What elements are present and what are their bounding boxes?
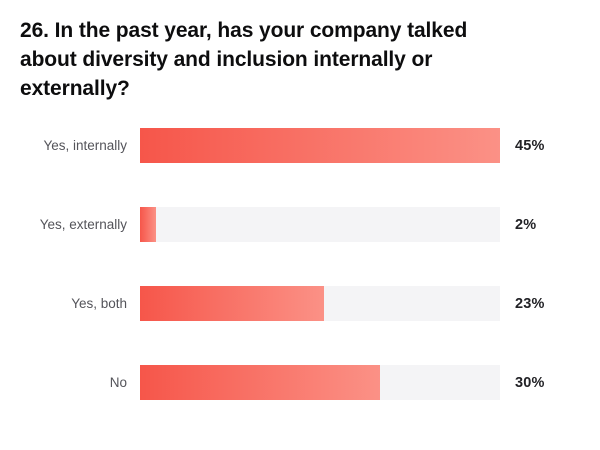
bar-chart: Yes, internally 45% Yes, externally 2% Y…: [0, 106, 600, 422]
chart-title-line-1: 26. In the past year, has your company t…: [20, 19, 468, 42]
bar-fill: [140, 365, 380, 400]
chart-title-line-2: about diversity and inclusion internally…: [20, 48, 433, 71]
value-label: 2%: [515, 216, 537, 233]
bar-track: [140, 128, 500, 163]
survey-chart-page: 26. In the past year, has your company t…: [0, 16, 600, 450]
category-label: No: [109, 375, 127, 390]
bar-fill: [140, 207, 156, 242]
bar-row-yes-both: Yes, both 23%: [0, 264, 600, 343]
bar-fill: [140, 286, 324, 321]
bar-track: [140, 207, 500, 242]
category-label: Yes, externally: [39, 217, 127, 232]
chart-title: 26. In the past year, has your company t…: [20, 16, 580, 103]
category-label: Yes, internally: [43, 138, 127, 153]
bar-row-yes-externally: Yes, externally 2%: [0, 185, 600, 264]
bar-track: [140, 286, 500, 321]
value-label: 23%: [515, 295, 545, 312]
bar-row-yes-internally: Yes, internally 45%: [0, 106, 600, 185]
category-label: Yes, both: [71, 296, 127, 311]
value-label: 45%: [515, 137, 545, 154]
bar-fill: [140, 128, 500, 163]
bar-track: [140, 365, 500, 400]
value-label: 30%: [515, 374, 545, 391]
bar-row-no: No 30%: [0, 343, 600, 422]
chart-title-line-3: externally?: [20, 77, 130, 100]
